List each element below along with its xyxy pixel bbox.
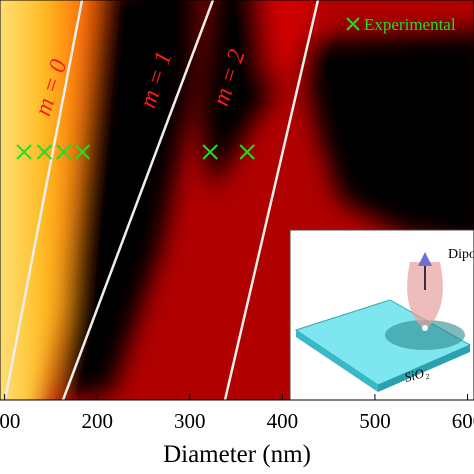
legend-marker xyxy=(346,17,360,31)
mode-line xyxy=(3,0,84,400)
x-tick-label: 600 xyxy=(452,409,474,433)
heatmap: m = 0 m = 1 m = 2 xyxy=(0,0,474,400)
marker xyxy=(36,144,53,160)
x-tick-label: 300 xyxy=(174,409,206,433)
legend: Experimental xyxy=(346,15,456,34)
x-tick-label: 100 xyxy=(0,409,20,433)
x-tick-label: 200 xyxy=(81,409,113,433)
x-tick-label: 500 xyxy=(359,409,391,433)
mode-line xyxy=(61,0,215,400)
x-axis-title: Diameter (nm) xyxy=(163,441,311,468)
inset-label: SiO₂ xyxy=(403,364,431,385)
x-tick-label: 400 xyxy=(267,409,299,433)
marker xyxy=(202,144,218,160)
inset-label: Dipole xyxy=(448,247,474,262)
inset: Dipole SiO₂ xyxy=(289,229,474,401)
plot-frame xyxy=(0,0,474,401)
marker xyxy=(74,144,91,160)
marker xyxy=(56,144,72,160)
marker xyxy=(16,144,32,160)
marker xyxy=(239,144,255,160)
mode-line xyxy=(223,0,320,400)
legend-label: Experimental xyxy=(364,15,456,34)
